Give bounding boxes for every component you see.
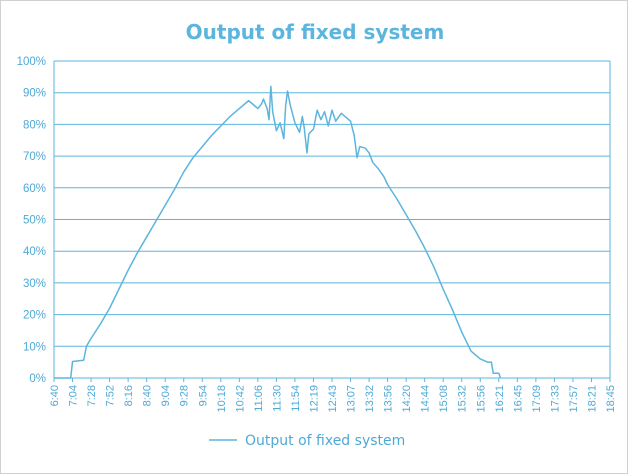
x-tick-label: 9:28 <box>179 385 191 406</box>
y-tick-label: 100% <box>17 56 46 68</box>
y-tick-label: 70% <box>23 151 46 163</box>
x-tick-label: 15:32 <box>457 385 469 413</box>
y-tick-label: 50% <box>23 215 46 227</box>
x-tick-label: 9:54 <box>197 385 209 406</box>
x-tick-label: 16:45 <box>512 385 524 413</box>
x-tick-label: 8:16 <box>123 385 135 406</box>
x-tick-label: 18:45 <box>605 385 617 413</box>
x-tick-label: 11:06 <box>253 385 265 412</box>
x-tick-label: 13:56 <box>383 385 395 413</box>
x-tick-label: 14:44 <box>420 385 432 413</box>
x-tick-label: 11:54 <box>290 385 302 412</box>
x-tick-label: 8:40 <box>142 385 154 406</box>
x-tick-label: 7:52 <box>105 385 117 406</box>
y-tick-label: 30% <box>23 278 46 290</box>
y-tick-label: 20% <box>23 310 46 322</box>
x-tick-label: 15:08 <box>438 385 450 413</box>
chart-title: Output of fixed system <box>186 20 445 44</box>
y-tick-label: 0% <box>29 373 46 385</box>
y-axis-tick-labels: 0% 10% 20% 30% 40% 50% 60% 70% 80% 90% 100% <box>17 56 46 385</box>
y-tick-label: 90% <box>23 88 46 100</box>
x-tick-label: 10:42 <box>234 385 246 413</box>
x-axis-tick-labels: 6:40 7:04 7:28 7:52 8:16 8:40 9:04 9:28 9:54 10:1… <box>49 378 617 413</box>
series-layer <box>54 85 502 379</box>
legend-label: Output of fixed system <box>245 433 405 449</box>
x-tick-label: 17:57 <box>568 385 580 413</box>
x-tick-label: 18:21 <box>586 385 598 413</box>
x-tick-label: 13:07 <box>346 385 358 413</box>
y-tick-label: 60% <box>23 183 46 195</box>
y-tick-label: 40% <box>23 246 46 258</box>
x-tick-label: 11:30 <box>271 385 283 412</box>
legend: Output of fixed system <box>209 433 405 449</box>
series-line-0 <box>54 85 502 379</box>
x-tick-label: 13:32 <box>364 385 376 413</box>
x-tick-label: 14:20 <box>401 385 413 413</box>
x-tick-label: 7:28 <box>86 385 98 406</box>
x-tick-label: 12:43 <box>327 385 339 413</box>
x-tick-label: 15:56 <box>475 385 487 413</box>
x-tick-label: 7:04 <box>68 385 80 406</box>
x-tick-label: 6:40 <box>49 385 61 406</box>
x-tick-label: 12:19 <box>308 385 320 413</box>
y-tick-label: 80% <box>23 119 46 131</box>
y-tick-label: 10% <box>23 341 46 353</box>
grid-lines <box>53 60 611 379</box>
x-tick-label: 10:18 <box>216 385 228 413</box>
x-tick-label: 16:21 <box>494 385 506 413</box>
x-tick-label: 17:09 <box>531 385 543 413</box>
x-tick-label: 9:04 <box>160 385 172 406</box>
x-tick-label: 17:33 <box>549 385 561 413</box>
